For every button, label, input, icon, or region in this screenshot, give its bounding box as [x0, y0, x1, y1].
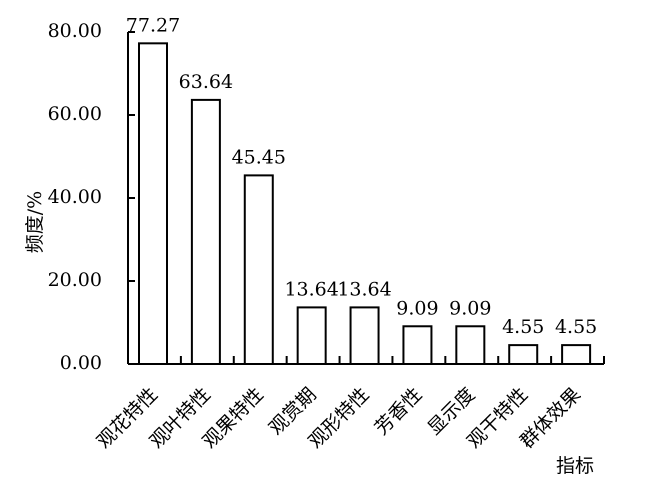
data-label: 77.27: [126, 14, 180, 36]
bar: [455, 325, 486, 365]
data-label: 13.64: [284, 278, 338, 300]
data-label: 4.55: [555, 316, 597, 338]
bar: [243, 174, 274, 365]
bar: [190, 98, 221, 365]
category-label: 芳香性: [371, 384, 427, 440]
bars: [138, 42, 592, 366]
y-ticks: 0.00 20.00 40.00 60.00 80.00: [48, 20, 135, 374]
bar: [402, 325, 433, 365]
data-label: 9.09: [396, 297, 438, 319]
y-tick-label: 80.00: [48, 20, 102, 42]
bar: [349, 306, 380, 366]
bar: [296, 306, 327, 366]
data-label: 4.55: [502, 316, 544, 338]
data-label: 63.64: [179, 71, 233, 93]
x-axis-title: 指标: [556, 455, 594, 477]
y-tick-label: 40.00: [48, 186, 102, 208]
y-tick-label: 60.00: [48, 103, 102, 125]
y-tick-label: 20.00: [48, 269, 102, 291]
bar: [508, 344, 539, 365]
y-axis-title: 频度/%: [24, 191, 46, 253]
y-tick-label: 0.00: [60, 352, 102, 374]
data-label: 45.45: [232, 146, 286, 168]
data-label: 9.09: [449, 297, 491, 319]
bar: [561, 344, 592, 365]
data-label: 13.64: [337, 278, 391, 300]
bar: [138, 42, 168, 365]
